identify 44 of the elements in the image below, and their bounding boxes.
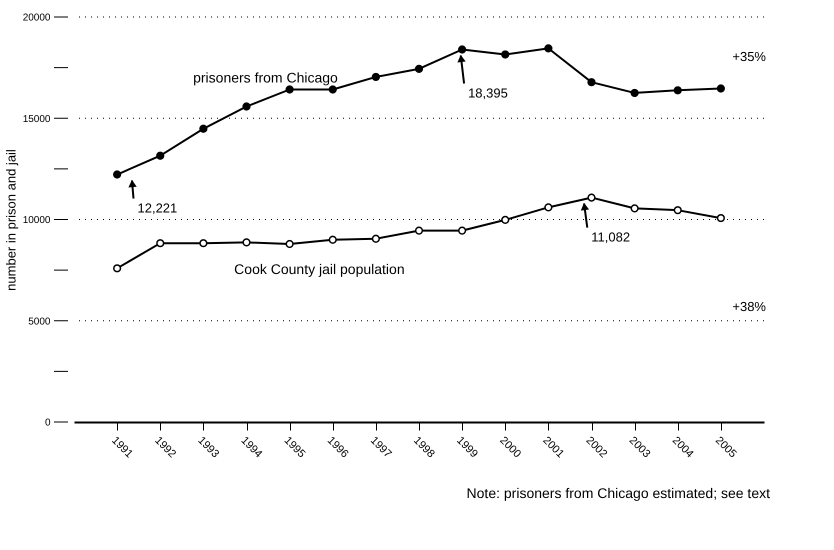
point — [587, 193, 596, 202]
point — [630, 204, 639, 212]
point — [674, 86, 682, 94]
annotation: +38% — [732, 299, 766, 314]
series-label: prisoners from Chicago — [193, 70, 338, 86]
point — [372, 234, 380, 243]
point — [372, 72, 380, 82]
y-tick-label: 0 — [44, 418, 51, 428]
point — [630, 88, 639, 98]
point — [113, 170, 122, 179]
y-tick-label: 20000 — [22, 12, 51, 24]
y-tick-label: 15000 — [22, 114, 51, 125]
annotation: 18,395 — [468, 86, 508, 100]
series-label: Cook County jail population — [234, 261, 405, 278]
point — [458, 226, 466, 235]
point — [156, 239, 164, 248]
point — [716, 214, 725, 222]
point — [328, 236, 337, 244]
point — [286, 85, 294, 94]
point — [328, 85, 337, 94]
point — [716, 84, 725, 93]
point — [242, 102, 251, 111]
point — [199, 124, 208, 133]
annotation: 12,221 — [138, 200, 178, 216]
point — [544, 203, 552, 212]
annotation: +35% — [732, 49, 766, 64]
point — [458, 45, 466, 54]
point — [113, 264, 122, 272]
y-tick-label: 10000 — [22, 215, 51, 226]
point — [199, 239, 208, 248]
text: Note: prisoners from Chicago estimated; see text — [466, 485, 770, 501]
point — [414, 64, 424, 73]
point — [674, 206, 682, 214]
point — [156, 152, 164, 160]
point — [501, 216, 510, 224]
point — [286, 240, 294, 248]
point — [242, 238, 251, 246]
y-axis-title: number in prison and jail — [4, 149, 19, 291]
y-tick-label: 5000 — [28, 316, 51, 328]
point — [544, 44, 552, 52]
point — [501, 50, 510, 59]
point — [414, 226, 424, 235]
point — [587, 78, 596, 86]
annotation: 11,082 — [591, 230, 630, 245]
